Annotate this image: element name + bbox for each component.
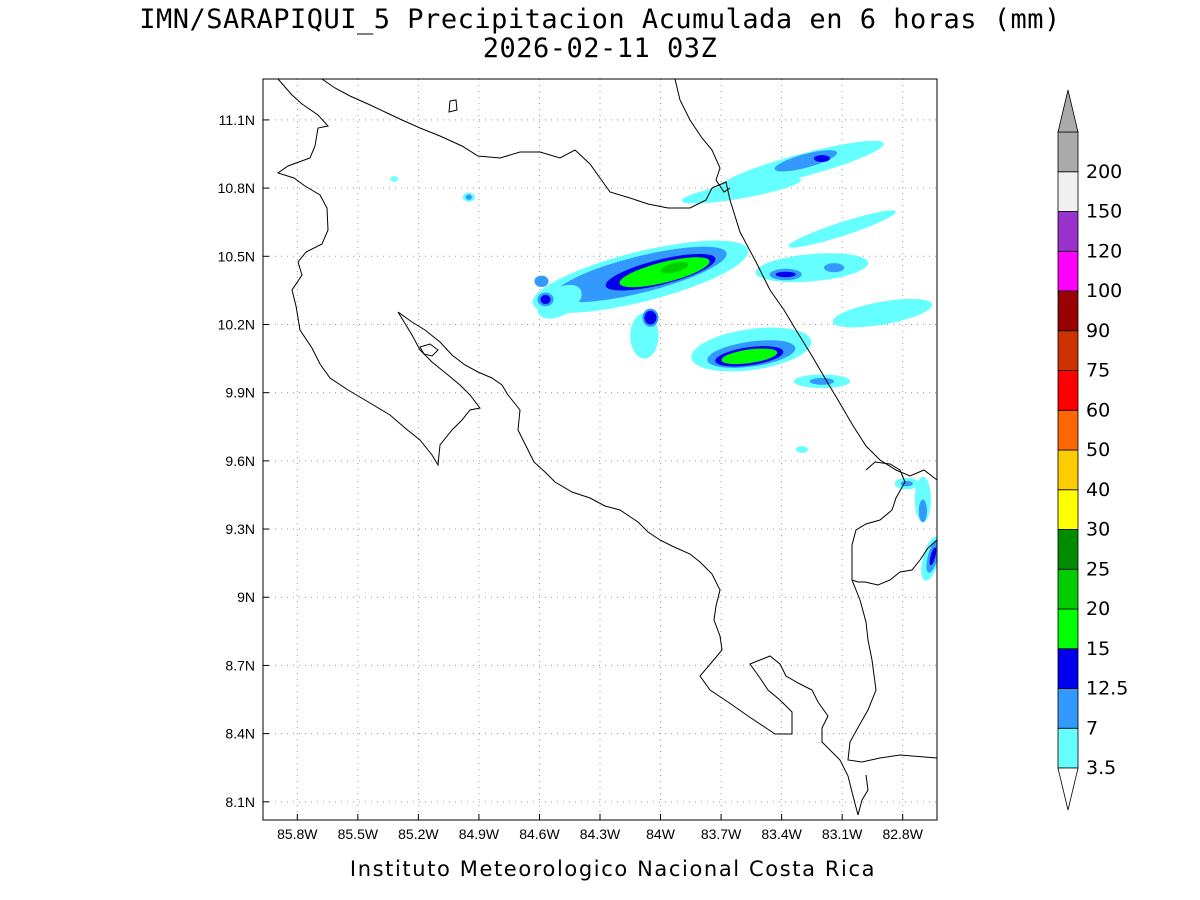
colorbar-lower-arrow (1057, 767, 1079, 811)
precip-area-18 (832, 298, 933, 328)
colorbar-label-1: 7 (1086, 717, 1098, 739)
colorbar-label-11: 90 (1086, 320, 1110, 342)
colorbar-swatch-1 (1057, 688, 1079, 729)
precipitation-areas (390, 140, 937, 581)
precip-area-29 (465, 194, 472, 200)
precip-area-17 (681, 177, 801, 204)
colorbar-swatch-9 (1057, 370, 1079, 411)
lat-tick-label-0: 11.1N (219, 112, 255, 128)
lon-tick-label-10: 82.8W (882, 826, 923, 842)
colorbar-swatch-15 (1057, 131, 1079, 173)
lat-tick-label-2: 10.5N (218, 248, 255, 264)
colorbar-swatch-3 (1057, 608, 1079, 650)
lon-tick-label-6: 84W (646, 826, 676, 842)
lon-tick-label-9: 83.1W (822, 826, 863, 842)
precip-area-20 (809, 377, 835, 385)
colorbar-swatch-4 (1057, 568, 1079, 610)
nicaragua-border (321, 79, 713, 209)
colorbar-label-12: 100 (1086, 280, 1122, 302)
lat-tick-label-6: 9.3N (225, 521, 255, 537)
precip-area-15 (823, 263, 845, 273)
lat-tick-label-5: 9.6N (225, 453, 255, 469)
colorbar-swatch-5 (1057, 529, 1079, 570)
colorbar-label-7: 40 (1086, 479, 1110, 501)
precip-area-4 (660, 262, 689, 274)
colorbar-label-15: 200 (1086, 161, 1122, 183)
precip-area-12 (755, 253, 869, 283)
colorbar-swatch-13 (1057, 211, 1079, 252)
map-title: IMN/SARAPIQUI_5 Precipitacion Acumulada … (139, 4, 1061, 35)
lat-tick-label-7: 9N (237, 589, 255, 605)
precip-area-32 (918, 499, 927, 523)
precip-area-8 (721, 348, 778, 365)
colorbar-legend: 3.5 7 12.5 15 20 25 30 40 50 60 75 90 100 120 150 200 (1057, 89, 1128, 811)
colorbar-label-13: 120 (1086, 240, 1122, 262)
lon-tick-label-1: 85.5W (338, 826, 379, 842)
nicaragua-east-coast (674, 79, 731, 193)
colorbar-swatch-11 (1057, 290, 1079, 332)
caribbean-coastline (711, 181, 937, 481)
grid-lines (263, 79, 937, 820)
colorbar-label-9: 60 (1086, 399, 1110, 421)
lon-tick-label-4: 84.6W (519, 826, 560, 842)
plot-frame (262, 78, 938, 821)
panama-border (851, 461, 937, 586)
precip-area-37 (929, 547, 937, 566)
colorbar-swatch-8 (1057, 409, 1079, 451)
colorbar-swatch-14 (1057, 171, 1079, 212)
precip-area-30 (390, 176, 399, 182)
colorbar-label-4: 20 (1086, 598, 1110, 620)
colorbar-swatch-10 (1057, 330, 1079, 371)
lon-tick-label-3: 84.9W (459, 826, 500, 842)
island-outline (419, 343, 439, 357)
colorbar-swatch-7 (1057, 449, 1079, 491)
lat-tick-label-9: 8.4N (225, 726, 255, 742)
pacific-coastline (276, 79, 859, 816)
lat-tick-label-3: 10.2N (218, 316, 255, 332)
lon-tick-label-7: 83.7W (701, 826, 742, 842)
colorbar-swatch-12 (1057, 250, 1079, 292)
colorbar-label-6: 30 (1086, 519, 1110, 541)
lake-outline (448, 99, 458, 113)
lat-tick-label-1: 10.8N (218, 180, 255, 196)
coastline-borders (276, 79, 937, 816)
precip-area-38 (795, 446, 808, 453)
panama-border-south (847, 579, 937, 763)
lon-tick-label-2: 85.2W (398, 826, 439, 842)
lat-tick-label-8: 8.7N (225, 657, 255, 673)
credit-footer: Instituto Meteorologico Nacional Costa R… (349, 857, 877, 881)
axis-ticks: 85.8W 85.5W 85.2W 84.9W 84.6W 84.3W 84W 83.7W 83… (218, 112, 924, 842)
precip-area-24 (534, 275, 549, 287)
colorbar-label-5: 25 (1086, 558, 1110, 580)
precip-area-14 (775, 271, 796, 278)
colorbar-swatch-0 (1057, 727, 1079, 769)
colorbar-label-14: 150 (1086, 201, 1122, 223)
colorbar-upper-arrow (1057, 89, 1079, 133)
precip-area-23 (540, 294, 551, 305)
colorbar-label-3: 15 (1086, 638, 1110, 660)
colorbar-swatch-2 (1057, 648, 1079, 689)
map-subtitle-datetime: 2026-02-11 03Z (482, 33, 718, 64)
colorbar-label-10: 75 (1086, 360, 1110, 382)
colorbar-label-8: 50 (1086, 439, 1110, 461)
colorbar-label-0: 3.5 (1086, 757, 1116, 779)
lon-tick-label-8: 83.4W (761, 826, 802, 842)
precip-area-16 (788, 210, 896, 248)
lon-tick-label-5: 84.3W (580, 826, 621, 842)
precip-area-27 (644, 310, 657, 325)
colorbar-label-2: 12.5 (1086, 678, 1128, 700)
colorbar-swatch-6 (1057, 489, 1079, 530)
burica-peninsula (857, 774, 869, 816)
lon-tick-label-0: 85.8W (277, 826, 318, 842)
lat-tick-label-4: 9.9N (225, 385, 255, 401)
precip-area-11 (813, 155, 831, 162)
lat-tick-label-10: 8.1N (225, 794, 255, 810)
